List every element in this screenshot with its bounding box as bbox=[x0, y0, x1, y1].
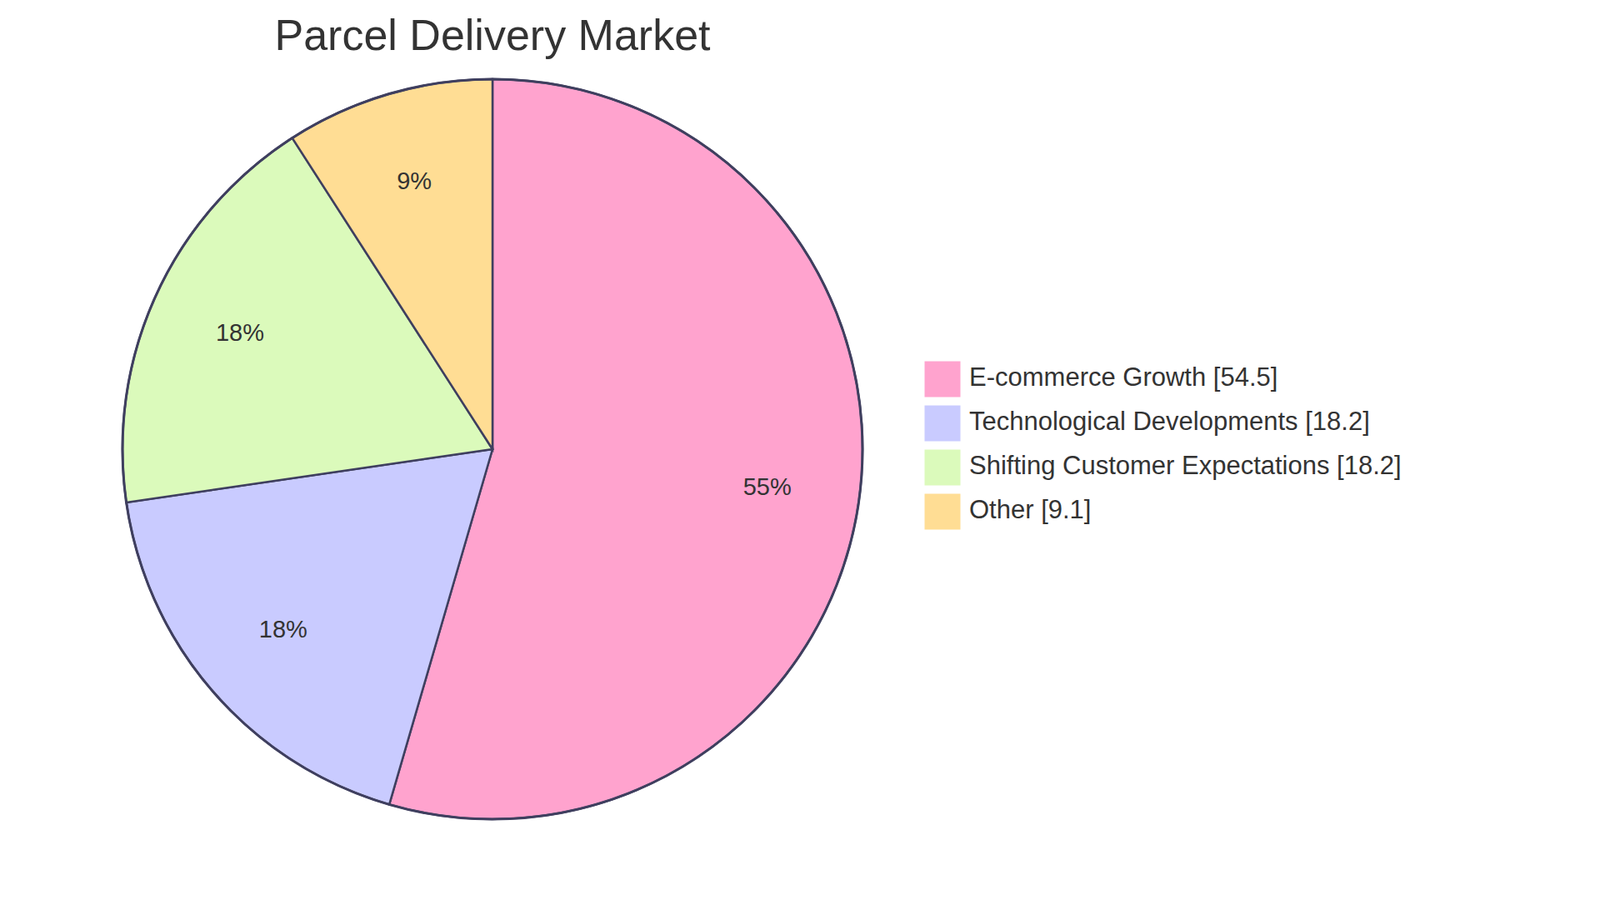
legend: E-commerce Growth [54.5] Technological De… bbox=[924, 360, 1402, 530]
slice-labels: 55% 18% 18% 9% bbox=[215, 167, 792, 643]
legend-label: Other [9.1] bbox=[969, 495, 1091, 525]
data-label: 18% bbox=[215, 319, 265, 346]
data-label: 18% bbox=[259, 615, 308, 643]
legend-value: [18.2] bbox=[1330, 450, 1402, 480]
legend-name: Other bbox=[969, 495, 1035, 525]
slices bbox=[122, 79, 863, 820]
legend-name: Technological Developments bbox=[969, 406, 1299, 436]
legend-label: Shifting Customer Expectations [18.2] bbox=[969, 450, 1402, 480]
legend-value: [54.5] bbox=[1205, 362, 1278, 392]
legend-name: Shifting Customer Expectations bbox=[969, 450, 1330, 480]
legend-value: [18.2] bbox=[1298, 406, 1370, 436]
legend-label: Technological Developments [18.2] bbox=[969, 406, 1370, 436]
legend-swatch bbox=[924, 405, 961, 442]
pie-slice bbox=[292, 79, 493, 450]
title: Parcel Delivery Market bbox=[274, 10, 711, 60]
pie-slice bbox=[126, 449, 493, 805]
legend-label: E-commerce Growth [54.5] bbox=[969, 362, 1278, 392]
legend-swatch bbox=[924, 449, 961, 486]
legend-swatch bbox=[924, 493, 961, 530]
legend-name: E-commerce Growth bbox=[969, 362, 1206, 392]
data-label: 55% bbox=[743, 473, 792, 500]
legend-swatch bbox=[924, 360, 961, 398]
chart: Parcel Delivery Market 55% 18% 18% 9% E-comme… bbox=[0, 0, 1600, 900]
data-label: 9% bbox=[396, 167, 432, 195]
legend-value: [9.1] bbox=[1034, 495, 1092, 525]
pie-outline bbox=[122, 79, 863, 820]
